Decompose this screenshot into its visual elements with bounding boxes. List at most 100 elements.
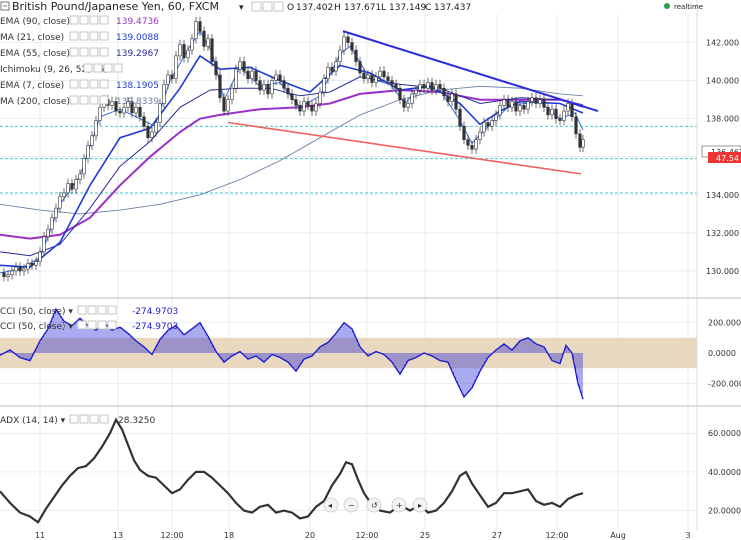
cci-tool-button[interactable] (107, 320, 117, 330)
candle-body (434, 84, 438, 91)
candle-body (198, 21, 202, 32)
scroll-right-button[interactable] (412, 497, 428, 513)
candle-body (118, 110, 122, 114)
adx-series-group (0, 417, 584, 524)
candle-body (206, 38, 210, 47)
candle-body (438, 84, 442, 89)
time-tick-label: 18 (224, 531, 234, 540)
candle-body (22, 268, 26, 272)
indicator-tool-button[interactable] (89, 15, 99, 25)
indicator-tool-button[interactable] (69, 47, 79, 57)
indicator-tool-button[interactable] (99, 31, 109, 41)
indicator-tool-button[interactable] (83, 63, 93, 73)
candle-body (282, 80, 286, 89)
candle-body (458, 108, 462, 127)
indicator-tool-button[interactable] (79, 47, 89, 57)
chevron-down-icon[interactable]: ▾ (239, 3, 244, 13)
candle-body (14, 266, 18, 272)
candle-body (358, 61, 362, 74)
ohlc-h-key: H (334, 3, 341, 13)
time-tick-label: 27 (492, 531, 502, 540)
upper-trendline[interactable] (342, 30, 599, 113)
adx-tool-button[interactable] (99, 414, 109, 424)
candle-body (546, 106, 550, 116)
indicator-tool-button[interactable] (79, 15, 89, 25)
candle-body (74, 179, 78, 190)
cci-tick-label: 200.0000 (708, 319, 741, 328)
candle-body (170, 74, 174, 80)
indicator-tool-button[interactable] (69, 31, 79, 41)
trendlines[interactable] (227, 30, 599, 175)
lower-trendline[interactable] (227, 121, 582, 175)
indicator-tool-button[interactable] (89, 47, 99, 57)
cci-tool-button[interactable] (97, 305, 107, 315)
indicator-tool-button[interactable] (99, 79, 109, 89)
zoom-in-button[interactable] (391, 497, 407, 513)
indicator-tool-button[interactable] (99, 47, 109, 57)
indicator-tool-button[interactable] (69, 79, 79, 89)
indicator-tool-button[interactable] (89, 79, 99, 89)
candle-body (470, 145, 474, 150)
indicator-tool-button[interactable] (99, 95, 109, 105)
indicator-label: MA (200, close) (0, 97, 70, 107)
indicator-label: EMA (90, close) (0, 17, 70, 27)
adx-tool-button[interactable] (69, 414, 79, 424)
zoom-in-icon: + (396, 501, 403, 510)
indicator-tool-button[interactable] (93, 63, 103, 73)
indicator-value: 138.1905 (116, 81, 159, 91)
cci-tool-button[interactable] (87, 320, 97, 330)
zoom-out-button[interactable] (343, 497, 359, 513)
candle-body (430, 82, 434, 91)
realtime-label: realtime (674, 3, 703, 11)
horizontal-levels (0, 125, 697, 194)
indicator-tool-button[interactable] (69, 15, 79, 25)
candle-body (306, 101, 310, 106)
cci-tool-button[interactable] (77, 320, 87, 330)
price-tick-label: 142.000 (706, 39, 739, 48)
indicator-tool-button[interactable] (99, 15, 109, 25)
candle-body (462, 126, 466, 140)
adx-tool-button[interactable] (79, 414, 89, 424)
candle-body (294, 99, 298, 106)
indicator-tool-button[interactable] (69, 95, 79, 105)
indicator-tool-button[interactable] (103, 63, 113, 73)
bottom-navigation[interactable]: ◂ − ↺ + ▸ (323, 497, 428, 513)
indicator-tool-button[interactable] (79, 95, 89, 105)
chart-title: British Pound/Japanese Yen, 60, FXCM (12, 0, 219, 13)
candle-body (454, 93, 458, 110)
ohlc-o-value: 137.402 (296, 3, 333, 13)
candle-body (162, 84, 166, 104)
adx-tool-button[interactable] (89, 414, 99, 424)
indicator-tool-button[interactable] (79, 31, 89, 41)
cci-tool-button[interactable] (87, 305, 97, 315)
candle-body (422, 84, 426, 89)
cci-tool-button[interactable] (107, 305, 117, 315)
ohlc-c-value: 137.437 (434, 3, 471, 13)
candle-body (270, 80, 274, 95)
candle-body (158, 103, 162, 123)
indicator-tool-button[interactable] (89, 31, 99, 41)
candle-body (474, 139, 478, 150)
indicator-tool-button[interactable] (79, 79, 89, 89)
indicator-tool-button[interactable] (113, 63, 123, 73)
candle-body (246, 70, 250, 80)
time-tick-label: 25 (420, 531, 430, 540)
reset-button[interactable] (366, 497, 382, 513)
time-tick-label: 11 (35, 531, 45, 540)
candle-body (254, 70, 258, 81)
candle-body (154, 122, 158, 133)
time-tick-label: 3 (685, 531, 690, 540)
candle-body (298, 105, 302, 112)
indicator-label: EMA (7, close) (0, 81, 64, 91)
scroll-left-button[interactable] (323, 497, 339, 513)
header-tool-buttons[interactable] (251, 1, 284, 12)
cci-tool-button[interactable] (77, 305, 87, 315)
candle-body (410, 93, 414, 104)
indicator-tool-button[interactable] (89, 95, 99, 105)
candle-body (506, 99, 510, 108)
candle-body (110, 101, 114, 106)
cci-tool-button[interactable] (97, 320, 107, 330)
candle-body (446, 95, 450, 102)
candle-body (290, 93, 294, 100)
